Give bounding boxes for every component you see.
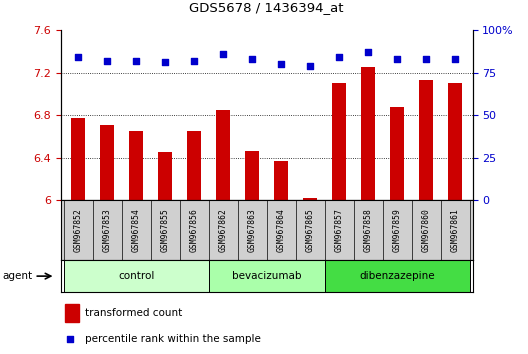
Point bbox=[190, 58, 199, 63]
Point bbox=[393, 56, 401, 62]
Text: GSM967854: GSM967854 bbox=[131, 208, 140, 252]
Bar bbox=[303, 198, 317, 200]
Text: GSM967862: GSM967862 bbox=[219, 208, 228, 252]
Text: GDS5678 / 1436394_at: GDS5678 / 1436394_at bbox=[190, 1, 344, 14]
Bar bbox=[216, 110, 230, 200]
Text: GSM967863: GSM967863 bbox=[248, 208, 257, 252]
Bar bbox=[129, 131, 144, 200]
Text: GSM967857: GSM967857 bbox=[335, 208, 344, 252]
Text: GSM967853: GSM967853 bbox=[102, 208, 111, 252]
Bar bbox=[209, 260, 325, 292]
Bar bbox=[71, 118, 86, 200]
Point bbox=[422, 56, 430, 62]
Text: agent: agent bbox=[3, 271, 33, 281]
Point bbox=[103, 58, 111, 63]
Point bbox=[451, 56, 459, 62]
Bar bbox=[390, 107, 404, 200]
Bar bbox=[63, 260, 209, 292]
Text: GSM967860: GSM967860 bbox=[422, 208, 431, 252]
Text: GSM967855: GSM967855 bbox=[161, 208, 169, 252]
Text: percentile rank within the sample: percentile rank within the sample bbox=[86, 335, 261, 344]
Point bbox=[132, 58, 140, 63]
Text: GSM967858: GSM967858 bbox=[364, 208, 373, 252]
Bar bbox=[419, 80, 433, 200]
Text: bevacizumab: bevacizumab bbox=[232, 271, 301, 281]
Text: GSM967861: GSM967861 bbox=[451, 208, 460, 252]
Text: GSM967859: GSM967859 bbox=[393, 208, 402, 252]
Point bbox=[277, 61, 285, 67]
Point bbox=[74, 55, 82, 60]
Text: GSM967864: GSM967864 bbox=[277, 208, 286, 252]
Point bbox=[248, 56, 257, 62]
Point bbox=[161, 59, 169, 65]
Point bbox=[66, 337, 74, 342]
Point bbox=[219, 51, 228, 57]
Text: GSM967856: GSM967856 bbox=[190, 208, 199, 252]
Point bbox=[306, 63, 314, 69]
Text: GSM967865: GSM967865 bbox=[306, 208, 315, 252]
Text: dibenzazepine: dibenzazepine bbox=[360, 271, 435, 281]
Bar bbox=[187, 131, 201, 200]
Text: GSM967852: GSM967852 bbox=[73, 208, 82, 252]
Bar bbox=[274, 161, 288, 200]
Bar bbox=[448, 83, 463, 200]
Bar bbox=[325, 260, 470, 292]
Bar bbox=[158, 152, 172, 200]
Bar bbox=[65, 304, 79, 322]
Text: control: control bbox=[118, 271, 154, 281]
Bar bbox=[361, 67, 375, 200]
Point bbox=[364, 49, 372, 55]
Text: transformed count: transformed count bbox=[86, 308, 183, 318]
Bar bbox=[100, 125, 115, 200]
Point bbox=[335, 55, 343, 60]
Bar bbox=[332, 83, 346, 200]
Bar bbox=[245, 151, 259, 200]
